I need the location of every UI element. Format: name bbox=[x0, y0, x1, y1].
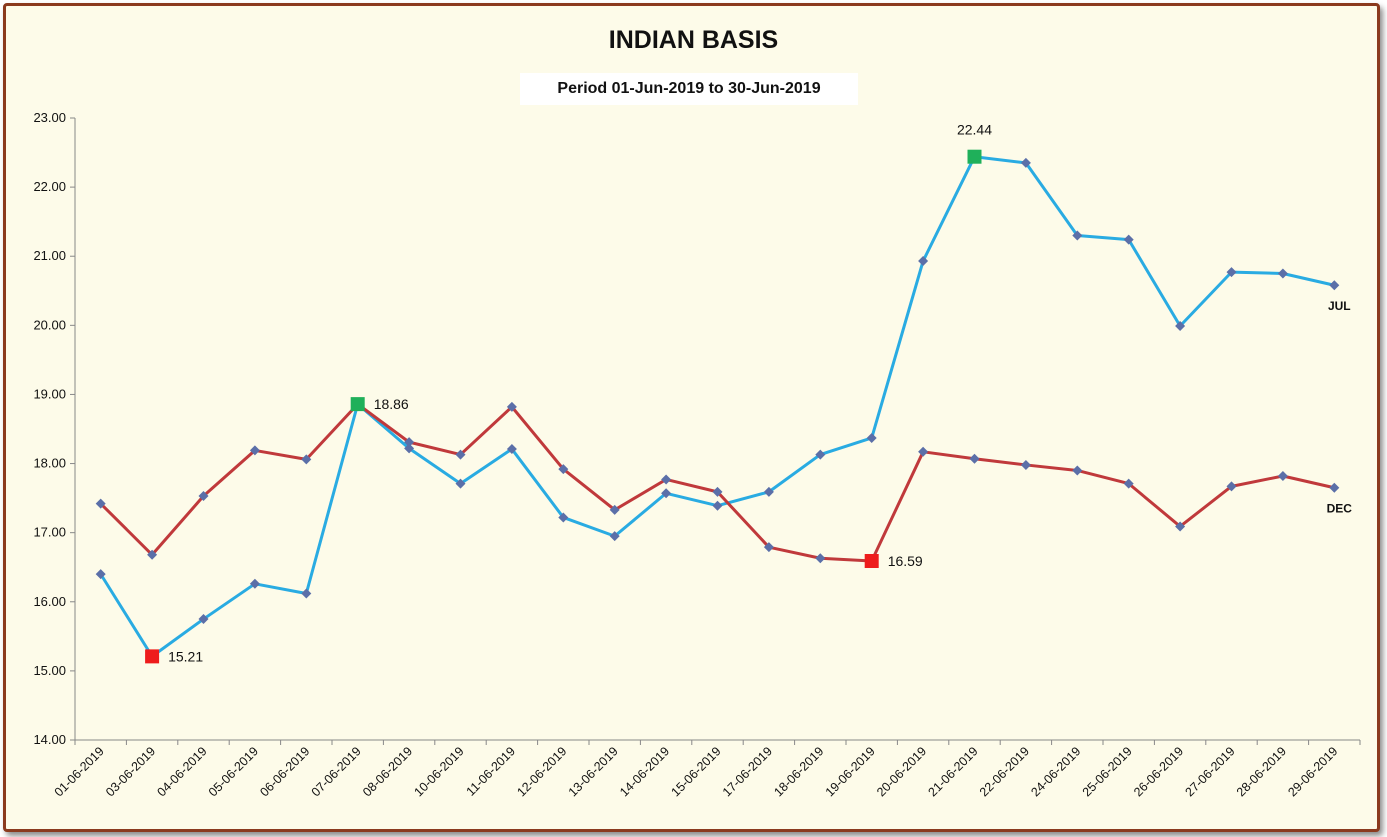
series-label-dec: DEC bbox=[1327, 502, 1353, 516]
min-marker bbox=[864, 554, 879, 569]
max-marker bbox=[350, 397, 365, 412]
data-point-dec bbox=[1226, 481, 1237, 492]
y-tick-label: 21.00 bbox=[33, 248, 66, 263]
data-point-dec bbox=[1329, 482, 1340, 493]
data-point-dec bbox=[1175, 521, 1186, 532]
x-tick-label: 12-06-2019 bbox=[514, 744, 569, 799]
max-value-label: 18.86 bbox=[374, 396, 409, 412]
x-tick-label: 01-06-2019 bbox=[52, 744, 107, 799]
data-point-dec bbox=[969, 453, 980, 464]
y-tick-label: 16.00 bbox=[33, 594, 66, 609]
data-point-jul bbox=[661, 488, 672, 499]
series-line-dec bbox=[99, 402, 1335, 563]
y-tick-label: 15.00 bbox=[33, 663, 66, 678]
min-marker bbox=[145, 649, 160, 664]
data-point-jul bbox=[1123, 234, 1134, 245]
data-point-dec bbox=[1277, 470, 1288, 481]
data-point-jul bbox=[1277, 268, 1288, 279]
x-tick-label: 10-06-2019 bbox=[412, 744, 467, 799]
data-point-dec bbox=[712, 486, 723, 497]
data-point-jul bbox=[249, 578, 260, 589]
data-point-dec bbox=[558, 464, 569, 475]
data-point-dec bbox=[95, 498, 106, 509]
data-point-jul bbox=[1020, 157, 1031, 168]
data-point-dec bbox=[249, 445, 260, 456]
x-tick-label: 05-06-2019 bbox=[206, 744, 261, 799]
x-tick-label: 27-06-2019 bbox=[1183, 744, 1238, 799]
chart-frame bbox=[3, 3, 1380, 832]
data-point-jul bbox=[763, 486, 774, 497]
min-value-label: 15.21 bbox=[168, 648, 203, 664]
y-tick-label: 14.00 bbox=[33, 732, 66, 747]
data-point-jul bbox=[712, 500, 723, 511]
max-value-label: 22.44 bbox=[957, 122, 992, 138]
y-tick-label: 18.00 bbox=[33, 456, 66, 471]
x-tick-label: 11-06-2019 bbox=[464, 744, 518, 798]
data-point-dec bbox=[301, 454, 312, 465]
y-tick-label: 20.00 bbox=[33, 317, 66, 332]
x-tick-label: 03-06-2019 bbox=[103, 744, 158, 799]
x-tick-label: 13-06-2019 bbox=[566, 744, 621, 799]
x-tick-label: 06-06-2019 bbox=[257, 744, 312, 799]
x-tick-label: 17-06-2019 bbox=[720, 744, 775, 799]
data-point-jul bbox=[506, 444, 517, 455]
x-tick-label: 22-06-2019 bbox=[977, 744, 1032, 799]
data-point-dec bbox=[815, 553, 826, 564]
data-point-dec bbox=[1020, 459, 1031, 470]
data-point-jul bbox=[918, 256, 929, 267]
data-point-jul bbox=[1175, 321, 1186, 332]
x-tick-label: 26-06-2019 bbox=[1131, 744, 1186, 799]
x-tick-label: 20-06-2019 bbox=[874, 744, 929, 799]
data-point-jul bbox=[866, 432, 877, 443]
chart-subtitle: Period 01-Jun-2019 to 30-Jun-2019 bbox=[520, 73, 858, 105]
data-point-jul bbox=[95, 569, 106, 580]
data-point-dec bbox=[455, 449, 466, 460]
data-point-dec bbox=[1123, 478, 1134, 489]
data-point-dec bbox=[661, 474, 672, 485]
min-value-label: 16.59 bbox=[888, 553, 923, 569]
data-point-jul bbox=[301, 588, 312, 599]
x-tick-label: 14-06-2019 bbox=[617, 744, 672, 799]
data-point-jul bbox=[198, 614, 209, 625]
x-tick-label: 24-06-2019 bbox=[1028, 744, 1083, 799]
y-tick-label: 22.00 bbox=[33, 179, 66, 194]
y-tick-label: 17.00 bbox=[33, 525, 66, 540]
data-point-dec bbox=[609, 504, 620, 515]
data-point-jul bbox=[1226, 267, 1237, 278]
series-line-jul bbox=[99, 155, 1335, 658]
data-point-dec bbox=[198, 491, 209, 502]
x-tick-label: 15-06-2019 bbox=[669, 744, 724, 799]
x-tick-label: 25-06-2019 bbox=[1080, 744, 1135, 799]
data-point-jul bbox=[404, 443, 415, 454]
data-point-jul bbox=[609, 531, 620, 542]
x-tick-label: 08-06-2019 bbox=[360, 744, 415, 799]
data-point-dec bbox=[918, 446, 929, 457]
data-point-dec bbox=[763, 542, 774, 553]
x-tick-label: 28-06-2019 bbox=[1234, 744, 1289, 799]
x-tick-label: 29-06-2019 bbox=[1285, 744, 1340, 799]
data-point-dec bbox=[147, 549, 158, 560]
x-tick-label: 19-06-2019 bbox=[823, 744, 878, 799]
data-point-dec bbox=[1072, 465, 1083, 476]
data-point-jul bbox=[455, 478, 466, 489]
data-point-jul bbox=[815, 449, 826, 460]
x-tick-label: 21-06-2019 bbox=[926, 744, 981, 799]
y-tick-label: 23.00 bbox=[33, 110, 66, 125]
data-point-jul bbox=[1072, 230, 1083, 241]
max-marker bbox=[967, 149, 982, 164]
y-tick-label: 19.00 bbox=[33, 386, 66, 401]
x-tick-label: 18-06-2019 bbox=[771, 744, 826, 799]
series-label-jul: JUL bbox=[1328, 299, 1351, 313]
data-point-jul bbox=[1329, 280, 1340, 291]
data-point-dec bbox=[404, 437, 415, 448]
data-point-dec bbox=[506, 401, 517, 412]
x-tick-label: 07-06-2019 bbox=[309, 744, 364, 799]
x-tick-label: 04-06-2019 bbox=[155, 744, 210, 799]
data-point-jul bbox=[558, 512, 569, 523]
chart-title: INDIAN BASIS bbox=[608, 26, 779, 54]
